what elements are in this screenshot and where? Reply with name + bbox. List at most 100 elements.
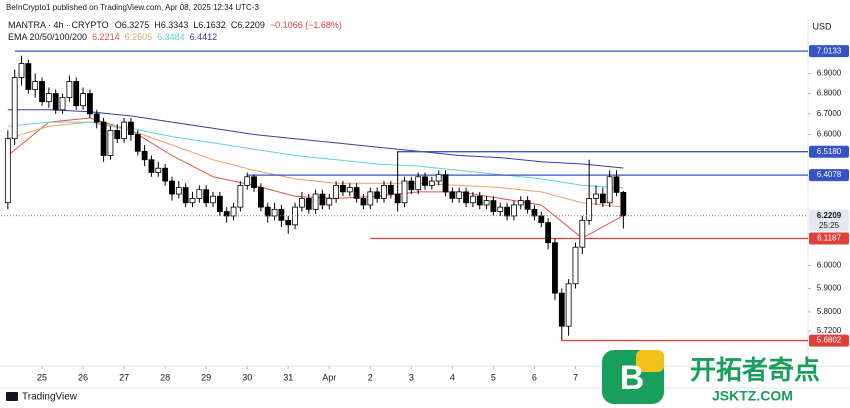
- y-tick-label: 5.7200: [817, 326, 842, 335]
- candle-body: [237, 184, 244, 208]
- ohlc-legend: MANTRA · 4h · CRYPTO O6.3275 H6.3343 L6.163…: [8, 20, 342, 30]
- candle-body: [517, 200, 524, 206]
- ohlc-value: 6.3343: [161, 20, 189, 30]
- candle-body: [435, 174, 442, 182]
- candle-body: [408, 180, 415, 191]
- candle-body: [449, 191, 456, 199]
- currency: USD: [812, 21, 832, 31]
- candle-body: [216, 195, 223, 212]
- watermark-title: 开拓者奇点: [690, 355, 820, 385]
- candle-body: [593, 193, 599, 199]
- candle-body: [586, 197, 593, 221]
- candle-body: [545, 222, 552, 244]
- candle-body: [531, 208, 538, 217]
- candle-body: [251, 176, 257, 188]
- candle-body: [18, 63, 25, 78]
- candle-body: [483, 200, 490, 206]
- candle-body: [162, 167, 169, 182]
- level-label-bg: [809, 45, 849, 58]
- candle-body: [87, 93, 93, 115]
- candle-body: [504, 206, 510, 217]
- candle-body: [599, 193, 606, 204]
- candle-body: [606, 176, 613, 204]
- x-tick-label: 29: [201, 372, 211, 382]
- candle-body: [32, 81, 39, 90]
- candle-body: [4, 138, 11, 204]
- x-tick-label: 3: [409, 372, 414, 382]
- candle-body: [52, 93, 59, 111]
- y-tick-label: 5.8000: [817, 307, 842, 316]
- candle-body: [360, 197, 367, 206]
- candle-body: [155, 167, 162, 173]
- candle-body: [490, 200, 497, 212]
- candle-body: [100, 121, 107, 156]
- x-tick-label: 30: [242, 372, 252, 382]
- countdown: 25:25: [819, 221, 840, 230]
- candle-body: [230, 206, 237, 217]
- level-label: 5.6802: [817, 336, 842, 345]
- ohlc-prefix: O: [115, 20, 122, 30]
- candle-body: [326, 197, 333, 206]
- candle-body: [264, 206, 271, 217]
- candle-body: [565, 283, 572, 327]
- candle-body: [524, 200, 531, 210]
- ohlc-value: 6.1632: [198, 20, 226, 30]
- candle-body: [66, 81, 73, 99]
- candle-body: [346, 187, 353, 193]
- candle-body: [620, 192, 627, 217]
- level-label: 7.0133: [817, 46, 842, 55]
- x-tick-label: 26: [78, 372, 88, 382]
- indicator: EMA 20/50/100/200: [8, 32, 87, 42]
- candle-body: [538, 215, 545, 223]
- candle-body: [476, 195, 483, 206]
- x-tick-label: 4: [450, 372, 455, 382]
- candle-body: [169, 180, 175, 195]
- candle-body: [579, 219, 586, 248]
- x-tick-label: 5: [491, 372, 496, 382]
- candle-body: [11, 77, 18, 140]
- x-tick-label: 6: [532, 372, 537, 382]
- y-tick-label: 6.6000: [817, 130, 842, 139]
- candle-body: [203, 189, 210, 204]
- ohlc-value: 6.2209: [237, 20, 265, 30]
- logo-icon: [6, 392, 18, 401]
- candle-body: [128, 121, 134, 135]
- level-label: 6.5180: [817, 147, 842, 156]
- x-tick-label: 25: [37, 372, 47, 382]
- candle-body: [285, 219, 292, 226]
- candle-body: [25, 63, 32, 90]
- candle-body: [299, 197, 305, 208]
- ema-line: [7, 121, 624, 189]
- level-label: 6.1187: [817, 234, 841, 243]
- candle-body: [114, 129, 121, 140]
- candle-body: [107, 129, 114, 156]
- candle-body: [189, 197, 196, 204]
- candle-body: [497, 206, 504, 212]
- candle-body: [93, 113, 100, 123]
- y-tick-label: 6.0000: [817, 260, 842, 269]
- candle-body: [428, 180, 435, 186]
- ema-value: 6.2605: [125, 32, 153, 42]
- candle-body: [278, 208, 285, 221]
- y-tick-label: 5.9000: [817, 284, 842, 293]
- candle-body: [39, 81, 45, 103]
- candle-body: [196, 189, 203, 199]
- watermark-icon-corner: [636, 350, 664, 372]
- candle-body: [456, 191, 463, 199]
- candle-body: [141, 150, 148, 161]
- last-price-bg: [809, 209, 849, 232]
- x-tick-label: 7: [573, 372, 578, 382]
- candle-body: [353, 187, 360, 199]
- candle-body: [387, 184, 394, 195]
- y-tick-label: 6.9000: [817, 69, 842, 78]
- level-label-bg: [809, 145, 849, 158]
- candle-body: [319, 193, 326, 206]
- candle-body: [73, 81, 80, 107]
- y-tick-label: 6.8000: [817, 89, 842, 98]
- level-label: 6.4078: [817, 170, 842, 179]
- symbol: MANTRA · 4h · CRYPTO: [8, 20, 109, 30]
- candle-body: [469, 195, 476, 204]
